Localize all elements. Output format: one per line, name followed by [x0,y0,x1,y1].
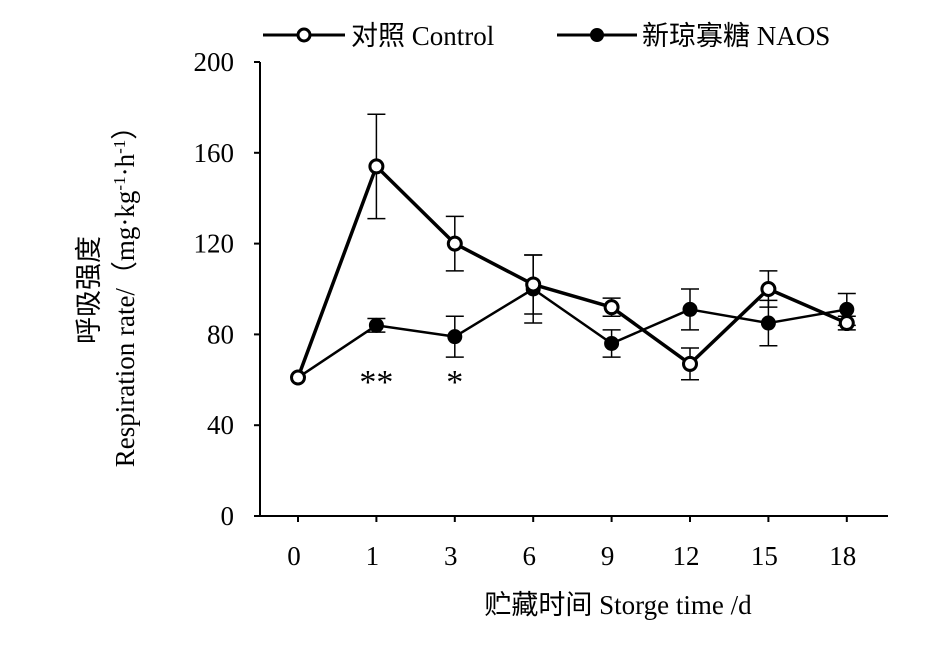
data-point [760,281,777,297]
ylabel-sup1: -1 [110,176,129,190]
x-tick-label: 15 [751,541,778,571]
legend-label-naos: 新琼寡糖 NAOS [642,21,830,51]
data-point [839,301,855,317]
data-point [525,276,542,293]
y-tick-label: 40 [207,410,234,440]
y-ticks: 0 40 80 120 160 200 [194,47,260,531]
data-point [682,301,698,317]
y-axis-title: 呼吸强度 [74,236,104,344]
y-tick-label: 80 [207,319,234,349]
y-tick-label: 0 [221,501,235,531]
series-control [290,113,856,386]
legend-marker-control [296,27,312,43]
x-tick-label: 18 [829,541,856,571]
legend-label-control: 对照 Control [351,21,494,51]
data-point [603,299,620,316]
data-point [368,317,384,333]
data-point [760,315,776,331]
data-point [838,315,855,332]
x-ticks: 0 1 3 6 9 12 15 18 [287,516,856,571]
x-tick-label: 1 [366,541,380,571]
x-tick-label: 3 [444,541,458,571]
x-tick-label: 12 [673,541,700,571]
y-tick-label: 120 [194,229,235,259]
ylabel-prefix: Respiration rate/（mg·kg [110,191,140,468]
data-point [368,158,385,175]
y-axis-title-en-group: Respiration rate/（mg·kg-1·h-1） [110,113,141,468]
y-tick-label: 200 [194,47,235,77]
annotation-layer: ** * [359,364,463,401]
x-tick-label: 9 [601,541,615,571]
ylabel-sup2: -1 [110,140,129,154]
ylabel-suffix: ） [110,113,140,140]
series-line [297,287,848,379]
data-point [447,329,463,345]
data-point [682,355,698,372]
series-line [296,164,848,379]
x-tick-label: 6 [522,541,536,571]
x-axis-title: 贮藏时间 Storge time /d [484,590,752,620]
series-layer [290,113,856,386]
y-axis-title-en: Respiration rate/（mg·kg-1·h-1） [110,113,141,468]
y-tick-label: 160 [194,138,235,168]
ylabel-mid: ·h [110,153,140,176]
x-tick-label: 0 [287,541,301,571]
significance-mark: * [446,364,463,401]
data-point [446,235,463,252]
y-axis-title-cn: 呼吸强度 [74,236,104,344]
data-point [290,369,306,386]
significance-mark: ** [359,364,393,401]
legend: 对照 Control 新琼寡糖 NAOS [263,21,830,51]
data-point [604,335,620,351]
axes [259,62,888,517]
legend-marker-naos [590,28,604,42]
